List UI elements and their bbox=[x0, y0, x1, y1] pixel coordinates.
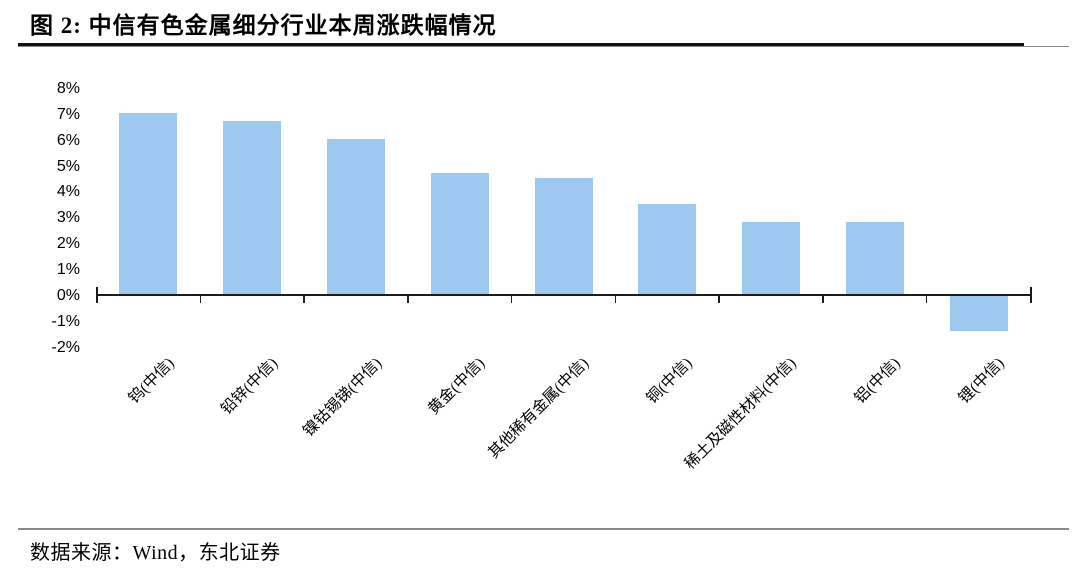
y-axis-tick-label: -1% bbox=[51, 312, 80, 330]
y-axis-tick-label: 0% bbox=[56, 287, 80, 304]
y-axis-tick-label: 8% bbox=[56, 79, 80, 97]
x-axis-category-label: 镍钴锡锑(中信) bbox=[299, 354, 385, 440]
x-axis-tick bbox=[822, 295, 824, 303]
x-axis-tick bbox=[95, 286, 98, 303]
x-axis-category-label: 稀土及磁性材料(中信) bbox=[681, 354, 800, 473]
x-axis-category-label: 铅锌(中信) bbox=[217, 354, 282, 418]
x-axis-category-label: 铝(中信) bbox=[851, 354, 904, 408]
x-axis-tick bbox=[510, 295, 513, 303]
y-axis-tick-label: -2% bbox=[51, 338, 80, 356]
bar-3 bbox=[326, 139, 385, 295]
y-axis-tick-label: 5% bbox=[56, 157, 80, 175]
data-source: 数据来源：Wind，东北证券 bbox=[30, 542, 281, 564]
x-axis-category-label: 钨(中信) bbox=[125, 354, 178, 408]
x-axis-tick bbox=[303, 295, 305, 303]
y-axis-tick-label: 6% bbox=[56, 131, 80, 149]
x-axis-tick bbox=[614, 295, 617, 303]
y-axis-tick-label: 3% bbox=[56, 209, 80, 227]
bar-9 bbox=[949, 295, 1008, 331]
x-axis-category-label: 锂(中信) bbox=[955, 354, 1008, 408]
x-axis-line bbox=[96, 293, 1031, 296]
x-axis-tick bbox=[718, 295, 720, 303]
bar-5 bbox=[534, 177, 593, 295]
bar-7 bbox=[742, 221, 801, 295]
x-axis-category-label: 黄金(中信) bbox=[425, 354, 489, 418]
bar-6 bbox=[638, 203, 697, 295]
title-rule-thick bbox=[18, 43, 1024, 46]
footer-rule bbox=[18, 528, 1069, 530]
figure-title: 图 2: 中信有色金属细分行业本周涨跌幅情况 bbox=[30, 13, 497, 38]
bar-1 bbox=[119, 113, 178, 295]
bar-4 bbox=[430, 172, 489, 295]
x-axis-tick bbox=[407, 295, 409, 303]
bar-chart: 8% 7% 6% 5% 4% 3% 2% 1% 0% -1% -2% 钨(中信) 铅锌(中信) 镍钴锡锑(… bbox=[51, 79, 1032, 473]
bar-2 bbox=[223, 120, 282, 295]
x-axis-category-label: 其他稀有金属(中信) bbox=[485, 354, 593, 462]
x-axis-tick bbox=[925, 295, 928, 303]
x-axis-tick bbox=[1029, 286, 1032, 303]
y-axis-tick-label: 4% bbox=[56, 183, 80, 201]
y-axis-tick-label: 7% bbox=[56, 105, 80, 123]
title-rule-thin bbox=[18, 46, 1069, 47]
y-axis-tick-label: 1% bbox=[56, 261, 80, 279]
y-axis-tick-label: 2% bbox=[56, 235, 80, 253]
bar-8 bbox=[845, 221, 904, 295]
x-axis-tick bbox=[199, 295, 202, 303]
x-axis-category-label: 铜(中信) bbox=[643, 354, 697, 408]
